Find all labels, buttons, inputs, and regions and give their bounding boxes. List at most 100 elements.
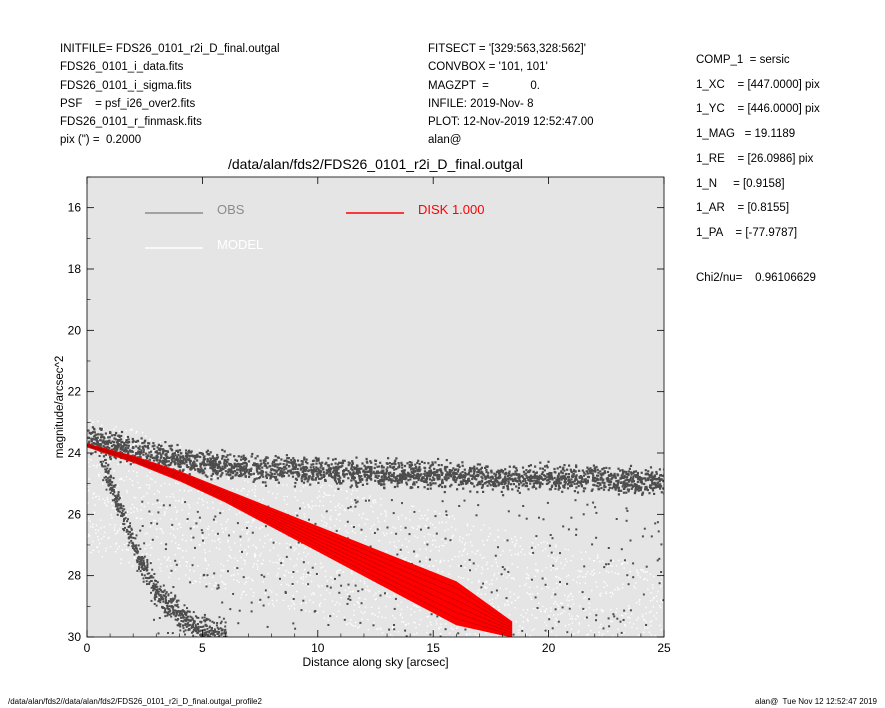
model-point xyxy=(133,557,136,559)
obs-point xyxy=(632,476,635,479)
obs-point xyxy=(525,517,528,520)
model-point xyxy=(252,566,254,568)
obs-point xyxy=(270,474,273,478)
obs-point xyxy=(210,460,213,463)
model-point xyxy=(237,573,239,575)
model-point xyxy=(140,509,142,511)
obs-point xyxy=(521,466,525,469)
model-point xyxy=(565,665,566,666)
model-point xyxy=(493,575,495,577)
obs-point xyxy=(308,518,310,521)
obs-point xyxy=(168,600,171,603)
obs-point xyxy=(481,485,484,488)
model-point xyxy=(504,603,506,605)
model-point xyxy=(394,617,396,619)
obs-point xyxy=(142,580,145,583)
obs-point xyxy=(212,518,215,521)
model-point xyxy=(321,585,323,587)
model-point xyxy=(505,588,507,590)
obs-point xyxy=(173,597,176,600)
obs-point xyxy=(196,616,198,619)
obs-point xyxy=(172,605,175,608)
model-point xyxy=(409,519,411,521)
obs-point xyxy=(557,484,560,487)
model-point xyxy=(295,590,298,593)
model-point xyxy=(389,541,391,544)
model-point xyxy=(349,591,351,593)
model-point xyxy=(343,508,346,510)
obs-point xyxy=(194,546,196,549)
obs-point xyxy=(204,637,206,639)
model-point xyxy=(566,575,568,578)
model-point xyxy=(509,596,512,598)
model-point xyxy=(564,625,567,627)
obs-point xyxy=(217,584,220,587)
header-left-line-3: PSF = psf_i26_over2.fits xyxy=(60,97,196,110)
model-point xyxy=(367,518,369,521)
obs-point xyxy=(336,466,339,469)
model-point xyxy=(186,561,188,563)
obs-point xyxy=(139,570,142,573)
obs-point xyxy=(551,537,554,540)
model-point xyxy=(379,627,381,629)
model-point xyxy=(196,502,199,504)
obs-point xyxy=(149,562,152,565)
model-point xyxy=(451,635,454,637)
model-point xyxy=(98,495,100,497)
obs-point xyxy=(531,486,534,489)
obs-point xyxy=(239,535,242,538)
obs-point xyxy=(622,619,625,621)
model-point xyxy=(615,565,618,567)
model-point xyxy=(485,580,487,582)
model-point xyxy=(359,580,362,582)
obs-point xyxy=(554,593,557,596)
model-point xyxy=(116,548,119,550)
model-point xyxy=(178,523,181,526)
model-point xyxy=(390,532,393,534)
obs-point xyxy=(205,619,208,621)
obs-point xyxy=(160,597,163,600)
obs-point xyxy=(400,479,403,482)
model-point xyxy=(293,484,295,486)
obs-point xyxy=(174,594,177,597)
model-point xyxy=(434,510,436,513)
model-point xyxy=(613,664,614,665)
model-point xyxy=(508,652,509,653)
model-point xyxy=(512,646,513,647)
model-point xyxy=(405,557,407,559)
obs-point xyxy=(327,467,330,471)
model-point xyxy=(576,615,578,617)
obs-point xyxy=(172,608,175,611)
model-point xyxy=(97,536,99,538)
model-point xyxy=(490,643,491,644)
model-point xyxy=(254,553,256,555)
obs-point xyxy=(216,473,219,476)
obs-point xyxy=(197,623,199,625)
model-point xyxy=(626,693,627,694)
obs-point xyxy=(568,464,571,467)
obs-point xyxy=(100,451,103,454)
obs-point xyxy=(114,457,117,460)
model-point xyxy=(372,511,374,513)
model-point xyxy=(185,561,187,563)
obs-point xyxy=(127,447,130,450)
obs-point xyxy=(553,476,556,480)
obs-point xyxy=(608,467,611,470)
model-point xyxy=(232,530,235,533)
model-point xyxy=(614,572,617,574)
obs-point xyxy=(170,612,173,615)
model-point xyxy=(568,623,570,626)
model-point xyxy=(656,698,657,699)
model-point xyxy=(651,620,653,622)
obs-point xyxy=(242,454,245,457)
model-point xyxy=(497,595,499,597)
model-point xyxy=(455,528,457,531)
obs-point xyxy=(102,444,105,447)
model-point xyxy=(230,549,232,551)
obs-point xyxy=(453,468,456,471)
obs-point xyxy=(131,545,134,548)
model-point xyxy=(125,436,127,439)
obs-point xyxy=(614,483,617,486)
obs-point xyxy=(220,620,223,623)
model-point xyxy=(220,569,222,571)
